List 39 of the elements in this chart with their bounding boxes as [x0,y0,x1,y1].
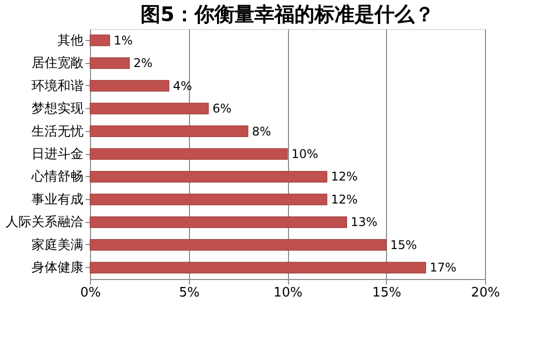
y-tick-label: 家庭美满 [32,236,84,253]
y-tick-label: 居住宽敞 [32,55,84,72]
bar [90,80,170,92]
bar [90,194,328,206]
data-label: 4% [173,78,192,93]
bar [90,262,426,274]
y-tick-label: 环境和谐 [32,78,84,94]
data-label: 2% [134,56,153,70]
y-tick-label: 事业有成 [32,192,84,208]
y-tick-label: 梦想实现 [32,102,84,117]
bar [90,126,248,138]
y-tick-label: 生活无忧 [32,124,84,140]
data-label: 12% [331,170,358,184]
data-label: 1% [114,33,133,48]
chart-title: 图5：你衡量幸福的标准是什么？ [140,2,434,26]
data-label: 10% [292,147,318,161]
bar [90,102,209,114]
bar [90,57,130,69]
x-tick-label: 0% [80,286,101,300]
data-label: 17% [430,260,456,275]
x-tick-label: 5% [178,286,200,300]
y-tick-label: 身体健康 [32,260,84,276]
x-tick-label: 10% [274,286,302,300]
bar [90,239,386,251]
x-tick-label: 15% [372,286,402,300]
data-label: 6% [212,102,232,116]
data-label: 13% [350,215,378,230]
bar [90,170,328,182]
data-label: 8% [252,124,272,138]
bar [90,148,288,160]
data-label: 12% [331,192,358,206]
y-tick-label: 心情舒畅 [30,168,84,185]
bar [90,216,347,228]
y-tick-label: 人际关系融洽 [6,215,84,230]
x-tick-label: 20% [471,286,500,300]
data-label: 15% [390,238,417,252]
bar [90,34,110,46]
y-tick-label: 日进斗金 [32,147,84,162]
y-tick-label: 其他 [58,33,84,48]
